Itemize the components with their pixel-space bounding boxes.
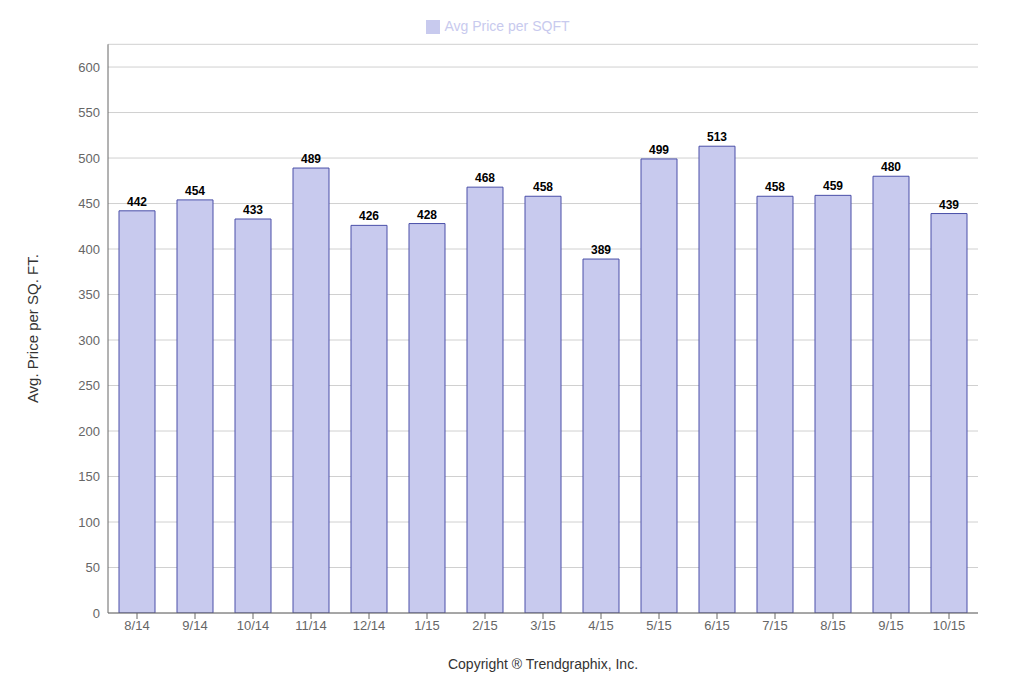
svg-text:Copyright ® Trendgraphix, Inc.: Copyright ® Trendgraphix, Inc. [448, 656, 638, 672]
svg-text:0: 0 [93, 606, 100, 621]
svg-text:9/14: 9/14 [182, 618, 207, 633]
svg-text:400: 400 [78, 242, 100, 257]
svg-text:150: 150 [78, 469, 100, 484]
svg-text:513: 513 [707, 130, 727, 144]
svg-text:454: 454 [185, 184, 205, 198]
svg-text:8/14: 8/14 [124, 618, 149, 633]
svg-text:600: 600 [78, 60, 100, 75]
svg-text:458: 458 [765, 180, 785, 194]
svg-text:7/15: 7/15 [762, 618, 787, 633]
svg-text:450: 450 [78, 196, 100, 211]
svg-text:439: 439 [939, 198, 959, 212]
svg-text:6/15: 6/15 [704, 618, 729, 633]
svg-text:10/15: 10/15 [933, 618, 966, 633]
svg-text:350: 350 [78, 287, 100, 302]
svg-text:3/15: 3/15 [530, 618, 555, 633]
svg-text:1/15: 1/15 [414, 618, 439, 633]
svg-text:50: 50 [86, 560, 100, 575]
svg-text:250: 250 [78, 378, 100, 393]
svg-text:12/14: 12/14 [353, 618, 386, 633]
svg-text:468: 468 [475, 171, 495, 185]
svg-text:5/15: 5/15 [646, 618, 671, 633]
svg-text:428: 428 [417, 208, 437, 222]
svg-text:389: 389 [591, 243, 611, 257]
svg-text:4/15: 4/15 [588, 618, 613, 633]
svg-text:200: 200 [78, 424, 100, 439]
svg-text:550: 550 [78, 105, 100, 120]
svg-text:489: 489 [301, 152, 321, 166]
svg-text:9/15: 9/15 [878, 618, 903, 633]
svg-text:459: 459 [823, 179, 843, 193]
svg-text:100: 100 [78, 515, 100, 530]
svg-text:10/14: 10/14 [237, 618, 270, 633]
svg-text:458: 458 [533, 180, 553, 194]
svg-text:499: 499 [649, 143, 669, 157]
svg-text:300: 300 [78, 333, 100, 348]
html-text:Avg Price per SQFT: Avg Price per SQFT [444, 18, 570, 34]
svg-text:426: 426 [359, 209, 379, 223]
svg-text:2/15: 2/15 [472, 618, 497, 633]
svg-text:8/15: 8/15 [820, 618, 845, 633]
svg-text:Avg. Price per SQ. FT.: Avg. Price per SQ. FT. [24, 254, 41, 403]
svg-text:500: 500 [78, 151, 100, 166]
svg-text:433: 433 [243, 203, 263, 217]
svg-text:480: 480 [881, 160, 901, 174]
svg-text:442: 442 [127, 195, 147, 209]
svg-text:11/14: 11/14 [295, 618, 327, 633]
